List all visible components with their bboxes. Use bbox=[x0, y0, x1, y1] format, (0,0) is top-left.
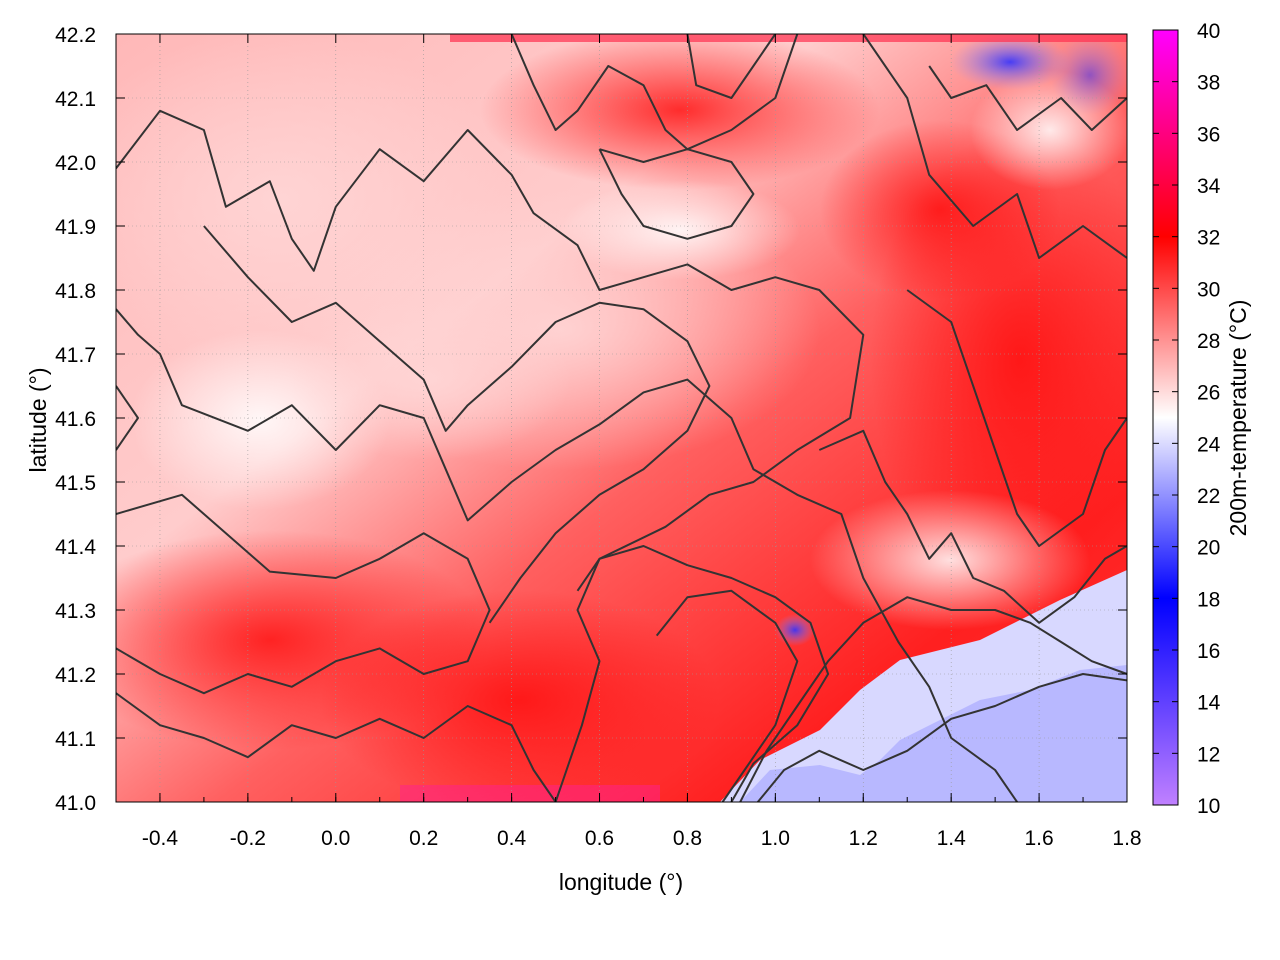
colorbar-tick-label: 22 bbox=[1197, 485, 1220, 508]
colorbar bbox=[1152, 29, 1179, 806]
colorbar-tick-label: 26 bbox=[1197, 382, 1220, 405]
colorbar-tick-label: 20 bbox=[1197, 537, 1220, 560]
colorbar-tick-label: 34 bbox=[1197, 175, 1221, 198]
y-tick-label: 41.8 bbox=[55, 280, 96, 303]
contour-line-11 bbox=[862, 34, 1127, 259]
y-tick-label: 41.3 bbox=[55, 600, 96, 623]
heat-hot-topedge bbox=[450, 34, 1127, 42]
heat-blue-patch-ne bbox=[950, 34, 1070, 90]
colorbar-title: 200m-temperature (°C) bbox=[1225, 300, 1251, 537]
colorbar-tick-label: 24 bbox=[1197, 433, 1221, 456]
colorbar-tick-label: 18 bbox=[1197, 588, 1220, 611]
heat-blue-patch-ne2 bbox=[1050, 35, 1127, 115]
y-tick-label: 41.0 bbox=[55, 792, 96, 815]
y-tick-label: 41.6 bbox=[55, 408, 96, 431]
y-tick-label: 41.7 bbox=[55, 344, 96, 367]
heat-blue-patch-s bbox=[775, 614, 815, 646]
x-tick-label: 0.4 bbox=[497, 827, 527, 850]
colorbar-tick-label: 10 bbox=[1197, 795, 1220, 818]
y-tick-label: 41.5 bbox=[55, 472, 96, 495]
contour-line-7 bbox=[739, 596, 1127, 802]
x-axis-title: longitude (°) bbox=[559, 869, 683, 895]
contour-line-15 bbox=[116, 385, 139, 451]
heat-sea-surface bbox=[740, 665, 1127, 802]
heatmap-field bbox=[116, 34, 1127, 802]
y-tick-label: 42.1 bbox=[55, 88, 96, 111]
heat-white-north bbox=[560, 180, 800, 280]
x-tick-label: 1.8 bbox=[1112, 827, 1141, 850]
y-tick-label: 41.1 bbox=[55, 728, 96, 751]
x-tick-label: 1.2 bbox=[849, 827, 878, 850]
x-tick-label: 0.0 bbox=[321, 827, 350, 850]
contour-line-4 bbox=[116, 692, 557, 802]
x-tick-label: 0.6 bbox=[585, 827, 614, 850]
contour-line-12 bbox=[928, 65, 1127, 131]
x-tick-label: 1.0 bbox=[761, 827, 790, 850]
heat-hot-bottomedge bbox=[400, 785, 660, 802]
heat-white-southeast bbox=[810, 490, 1090, 630]
colorbar-tick-label: 30 bbox=[1197, 278, 1220, 301]
colorbar-ticks: 10 12 14 16 18 20 22 24 26 28 30 32 34 36 38 40 bbox=[1153, 20, 1221, 818]
y-tick-label: 41.2 bbox=[55, 664, 96, 687]
contour-line-1 bbox=[116, 308, 1018, 802]
contour-line-16 bbox=[818, 429, 1127, 624]
x-tick-label: -0.4 bbox=[142, 827, 179, 850]
contour-lines bbox=[116, 34, 1127, 802]
colorbar-tick-label: 32 bbox=[1197, 227, 1220, 250]
contour-line-13 bbox=[906, 289, 1127, 547]
contour-line-8 bbox=[757, 673, 1127, 802]
y-axis: 41.0 41.1 41.2 41.3 41.4 41.5 41.6 41.7 41.8 41.9… bbox=[55, 24, 1127, 815]
heat-red-north bbox=[480, 34, 880, 190]
y-tick-label: 41.4 bbox=[55, 536, 96, 559]
colorbar-tick-label: 12 bbox=[1197, 743, 1220, 766]
colorbar-tick-label: 14 bbox=[1197, 692, 1221, 715]
contour-line-5 bbox=[576, 545, 830, 802]
contour-line-9 bbox=[510, 34, 799, 151]
contour-line-0 bbox=[116, 109, 865, 802]
y-tick-label: 41.9 bbox=[55, 216, 96, 239]
contour-line-10 bbox=[598, 148, 755, 240]
x-tick-label: 0.8 bbox=[673, 827, 702, 850]
heat-pale-central2 bbox=[290, 300, 570, 460]
x-axis: -0.4 -0.2 0.0 0.2 0.4 0.6 0.8 1.0 1.2 1.4 1.6 1.8 bbox=[115, 34, 1142, 850]
x-tick-label: -0.2 bbox=[230, 827, 266, 850]
contour-line-2 bbox=[203, 225, 711, 624]
colorbar-tick-label: 40 bbox=[1197, 20, 1220, 43]
x-tick-label: 1.4 bbox=[937, 827, 967, 850]
contour-line-3 bbox=[116, 493, 491, 695]
colorbar-tick-label: 28 bbox=[1197, 330, 1220, 353]
x-tick-label: 1.6 bbox=[1024, 827, 1053, 850]
contour-line-14 bbox=[686, 34, 777, 99]
heat-red-south bbox=[320, 590, 720, 802]
x-tick-label: 0.2 bbox=[409, 827, 438, 850]
colorbar-tick-label: 38 bbox=[1197, 72, 1220, 95]
colorbar-tick-label: 36 bbox=[1197, 123, 1220, 146]
y-tick-label: 42.0 bbox=[55, 152, 96, 175]
contour-line-6 bbox=[655, 589, 799, 802]
y-tick-label: 42.2 bbox=[55, 24, 96, 47]
colorbar-tick-label: 16 bbox=[1197, 640, 1220, 663]
y-axis-title: latitude (°) bbox=[25, 367, 51, 472]
